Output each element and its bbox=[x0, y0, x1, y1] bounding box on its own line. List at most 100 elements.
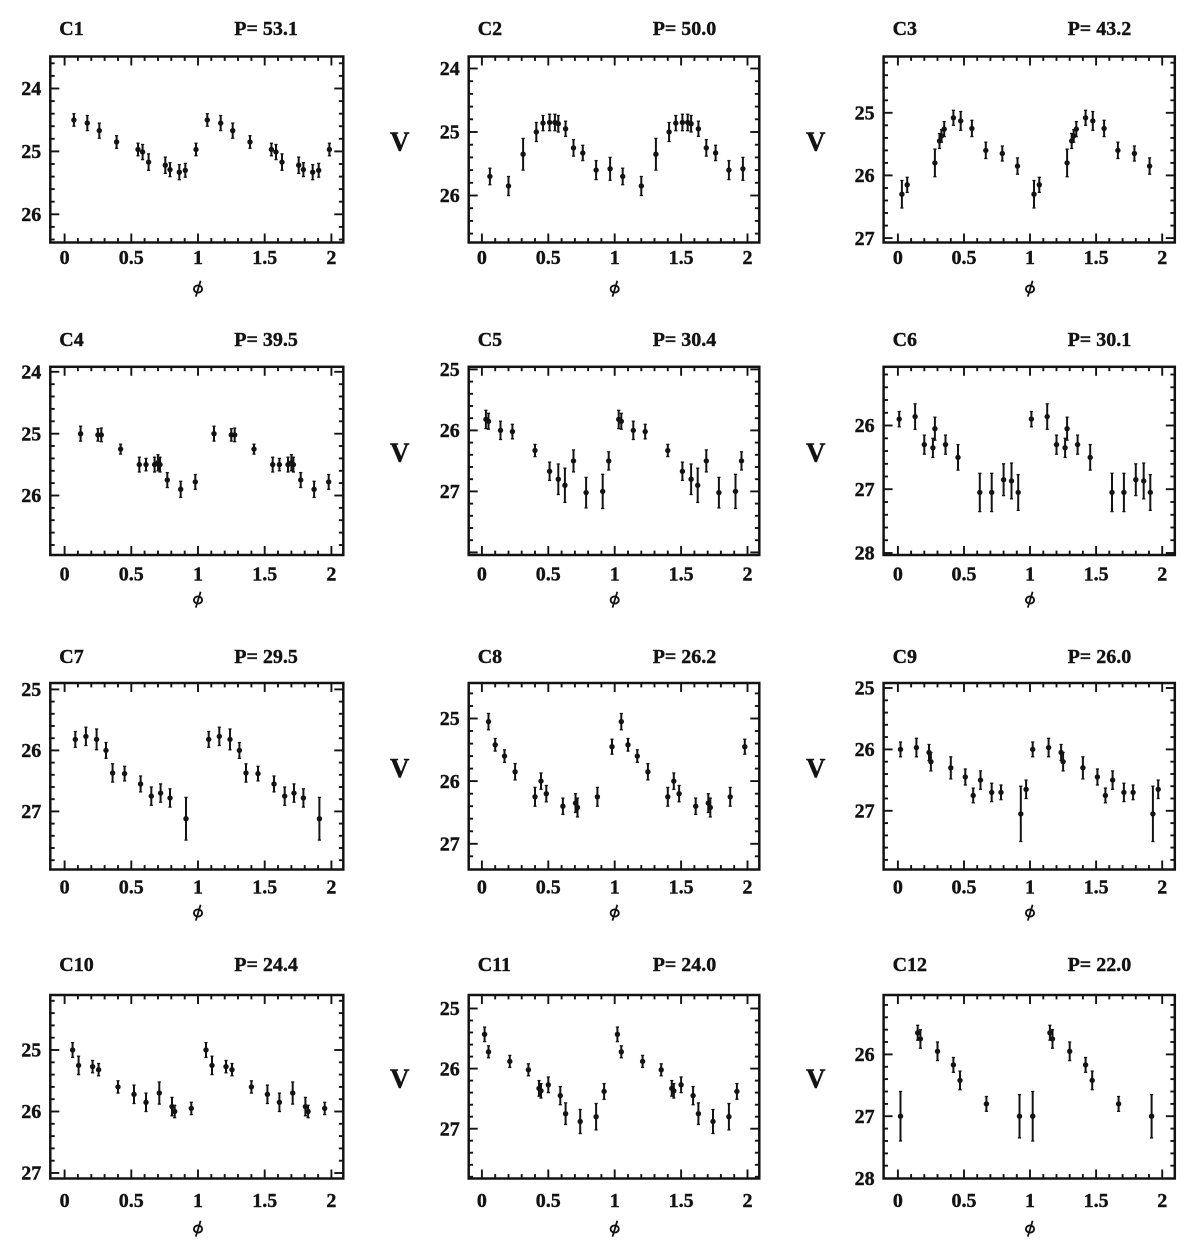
svg-text:1: 1 bbox=[1025, 564, 1035, 586]
svg-text:2: 2 bbox=[743, 247, 753, 269]
svg-text:2: 2 bbox=[326, 1190, 336, 1212]
svg-text:0.5: 0.5 bbox=[952, 564, 977, 586]
svg-text:0.5: 0.5 bbox=[536, 877, 561, 899]
svg-text:25: 25 bbox=[440, 998, 460, 1020]
svg-text:C3: C3 bbox=[893, 18, 917, 40]
svg-text:0.5: 0.5 bbox=[119, 247, 144, 269]
svg-text:1.5: 1.5 bbox=[252, 1190, 277, 1212]
svg-text:0: 0 bbox=[477, 247, 487, 269]
svg-text:V: V bbox=[390, 126, 410, 156]
svg-text:0.5: 0.5 bbox=[536, 1190, 561, 1212]
svg-text:0.5: 0.5 bbox=[119, 1190, 144, 1212]
svg-text:1.5: 1.5 bbox=[669, 877, 694, 899]
svg-text:25: 25 bbox=[21, 141, 41, 163]
svg-text:0: 0 bbox=[60, 877, 70, 899]
svg-text:26: 26 bbox=[21, 1101, 41, 1123]
svg-text:P= 30.4: P= 30.4 bbox=[653, 329, 717, 351]
svg-text:27: 27 bbox=[21, 801, 41, 823]
svg-text:1.5: 1.5 bbox=[252, 564, 277, 586]
svg-text:C5: C5 bbox=[478, 329, 502, 351]
svg-text:28: 28 bbox=[855, 1168, 875, 1190]
svg-text:1: 1 bbox=[1025, 247, 1035, 269]
svg-text:P= 22.0: P= 22.0 bbox=[1068, 954, 1132, 976]
svg-text:2: 2 bbox=[326, 247, 336, 269]
svg-text:P= 39.5: P= 39.5 bbox=[234, 329, 298, 351]
svg-text:C10: C10 bbox=[59, 954, 93, 976]
svg-text:0: 0 bbox=[60, 564, 70, 586]
svg-text:0.5: 0.5 bbox=[536, 564, 561, 586]
svg-text:C4: C4 bbox=[59, 329, 83, 351]
svg-text:2: 2 bbox=[1157, 247, 1167, 269]
svg-text:V: V bbox=[390, 438, 410, 468]
svg-text:1.5: 1.5 bbox=[1084, 877, 1109, 899]
svg-text:0: 0 bbox=[893, 564, 903, 586]
svg-text:1.5: 1.5 bbox=[1084, 564, 1109, 586]
svg-text:26: 26 bbox=[440, 420, 460, 442]
svg-text:0.5: 0.5 bbox=[536, 247, 561, 269]
svg-text:1.5: 1.5 bbox=[669, 564, 694, 586]
svg-text:1: 1 bbox=[610, 247, 620, 269]
svg-text:26: 26 bbox=[855, 165, 875, 187]
svg-text:C1: C1 bbox=[59, 18, 83, 40]
svg-text:P= 26.0: P= 26.0 bbox=[1068, 646, 1132, 668]
svg-text:0: 0 bbox=[477, 564, 487, 586]
svg-text:1: 1 bbox=[610, 877, 620, 899]
svg-text:V: V bbox=[806, 753, 826, 783]
svg-text:1: 1 bbox=[1025, 1190, 1035, 1212]
svg-text:1: 1 bbox=[193, 564, 203, 586]
svg-text:27: 27 bbox=[855, 228, 875, 250]
svg-text:25: 25 bbox=[440, 359, 460, 381]
svg-text:1.5: 1.5 bbox=[1084, 247, 1109, 269]
svg-text:2: 2 bbox=[1157, 564, 1167, 586]
svg-text:25: 25 bbox=[855, 678, 875, 700]
svg-text:26: 26 bbox=[440, 771, 460, 793]
svg-text:26: 26 bbox=[21, 740, 41, 762]
svg-text:25: 25 bbox=[440, 122, 460, 144]
svg-text:P= 26.2: P= 26.2 bbox=[653, 646, 717, 668]
svg-text:0: 0 bbox=[477, 1190, 487, 1212]
svg-text:26: 26 bbox=[855, 415, 875, 437]
svg-text:27: 27 bbox=[440, 481, 460, 503]
svg-text:2: 2 bbox=[326, 877, 336, 899]
svg-text:1.5: 1.5 bbox=[669, 247, 694, 269]
svg-text:0: 0 bbox=[893, 1190, 903, 1212]
svg-text:27: 27 bbox=[855, 1106, 875, 1128]
svg-text:C2: C2 bbox=[478, 18, 502, 40]
svg-text:V: V bbox=[390, 753, 410, 783]
svg-text:1: 1 bbox=[193, 247, 203, 269]
svg-text:1: 1 bbox=[193, 1190, 203, 1212]
svg-text:P= 29.5: P= 29.5 bbox=[234, 646, 298, 668]
svg-text:C11: C11 bbox=[478, 954, 511, 976]
svg-text:2: 2 bbox=[743, 564, 753, 586]
svg-text:0: 0 bbox=[60, 1190, 70, 1212]
svg-text:27: 27 bbox=[440, 834, 460, 856]
svg-text:25: 25 bbox=[21, 423, 41, 445]
svg-text:C6: C6 bbox=[893, 329, 917, 351]
svg-text:1.5: 1.5 bbox=[1084, 1190, 1109, 1212]
svg-text:25: 25 bbox=[21, 679, 41, 701]
svg-text:2: 2 bbox=[743, 1190, 753, 1212]
svg-text:V: V bbox=[806, 438, 826, 468]
svg-text:1.5: 1.5 bbox=[252, 877, 277, 899]
svg-text:0.5: 0.5 bbox=[119, 877, 144, 899]
svg-text:28: 28 bbox=[855, 543, 875, 565]
svg-text:24: 24 bbox=[21, 362, 41, 384]
svg-text:27: 27 bbox=[855, 801, 875, 823]
svg-text:V: V bbox=[806, 126, 826, 156]
svg-text:24: 24 bbox=[21, 78, 41, 100]
svg-text:C7: C7 bbox=[59, 646, 83, 668]
svg-text:0.5: 0.5 bbox=[119, 564, 144, 586]
svg-text:26: 26 bbox=[855, 739, 875, 761]
svg-text:P= 43.2: P= 43.2 bbox=[1068, 18, 1132, 40]
svg-text:P= 24.4: P= 24.4 bbox=[234, 954, 298, 976]
svg-text:C12: C12 bbox=[893, 954, 927, 976]
svg-text:0: 0 bbox=[477, 877, 487, 899]
svg-text:25: 25 bbox=[855, 103, 875, 125]
svg-text:P= 50.0: P= 50.0 bbox=[653, 18, 717, 40]
svg-text:26: 26 bbox=[21, 485, 41, 507]
svg-text:0.5: 0.5 bbox=[952, 247, 977, 269]
svg-text:2: 2 bbox=[1157, 877, 1167, 899]
svg-text:0: 0 bbox=[893, 877, 903, 899]
svg-text:2: 2 bbox=[326, 564, 336, 586]
svg-text:1: 1 bbox=[1025, 877, 1035, 899]
